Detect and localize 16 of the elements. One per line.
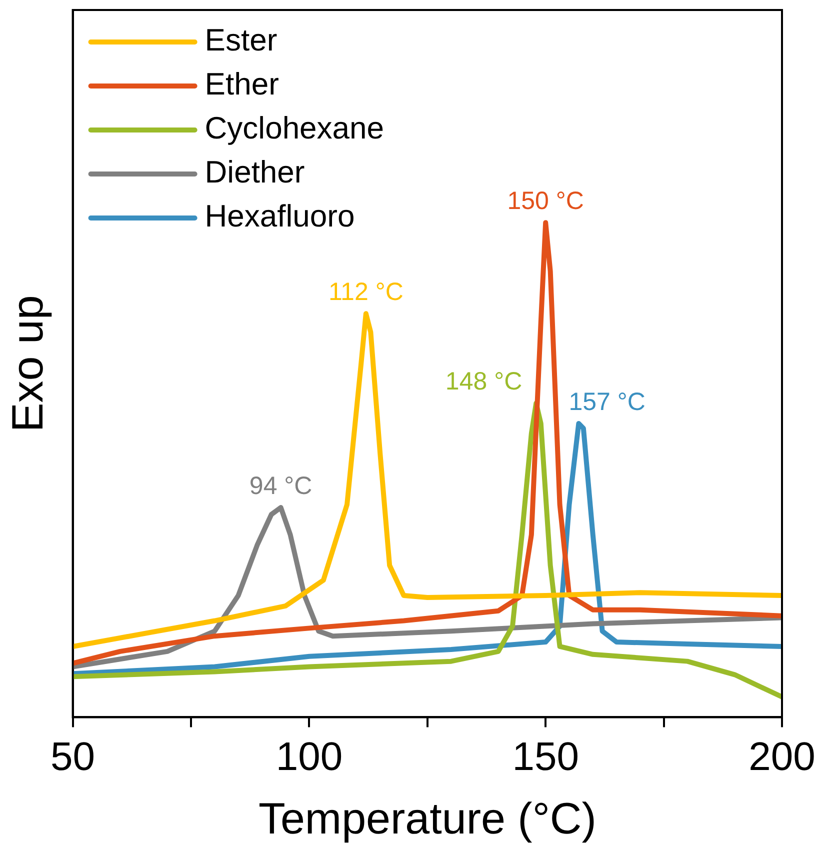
legend-label: Ester bbox=[204, 22, 278, 58]
legend-label: Ether bbox=[204, 66, 279, 102]
y-axis-title: Exo up bbox=[4, 295, 53, 432]
annotation: 157 °C bbox=[568, 388, 646, 416]
legend-label: Hexafluoro bbox=[204, 198, 355, 234]
annotation: 112 °C bbox=[328, 278, 404, 306]
annotation: 94 °C bbox=[249, 472, 312, 500]
x-tick-label: 100 bbox=[276, 735, 343, 780]
x-tick-label: 150 bbox=[512, 735, 579, 780]
x-tick-label: 200 bbox=[748, 735, 816, 780]
x-tick-label: 50 bbox=[50, 735, 96, 780]
annotation: 150 °C bbox=[507, 187, 584, 216]
legend-label: Cyclohexane bbox=[204, 110, 384, 146]
x-axis-title: Temperature (°C) bbox=[258, 794, 596, 844]
legend-label: Diether bbox=[204, 154, 305, 190]
annotation: 148 °C bbox=[445, 368, 522, 396]
